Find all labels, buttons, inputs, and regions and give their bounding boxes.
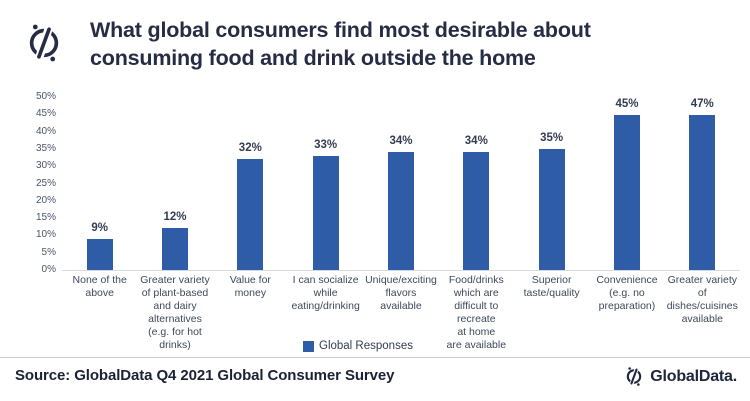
legend-label: Global Responses: [319, 340, 413, 352]
y-axis: 0% 5% 10% 15% 20% 25% 30% 35% 40% 45% 50%: [0, 91, 58, 275]
bar-value-label: 34%: [464, 135, 488, 148]
category-label: None of the above: [72, 274, 127, 299]
bar: [237, 159, 264, 270]
globaldata-logo: GlobalData.: [623, 364, 737, 389]
category-label: Food/drinks which are difficult to recre…: [446, 274, 507, 351]
bar: [161, 228, 188, 270]
chart-title: What global consumers find most desirabl…: [90, 18, 591, 70]
category-label: Superior taste/quality: [523, 274, 580, 299]
bar-value-label: 12%: [163, 211, 187, 224]
y-tick-label: 20%: [35, 194, 56, 206]
bar-value-label: 47%: [690, 98, 714, 110]
bar-value-label: 35%: [540, 131, 564, 144]
category-label: Value for money: [229, 274, 271, 299]
y-tick-label: 50%: [35, 91, 56, 102]
bar: [312, 155, 339, 270]
category-label: I can socialize while eating/drinking: [291, 274, 360, 312]
globaldata-wordmark: GlobalData.: [650, 367, 737, 385]
bar: [463, 152, 490, 270]
bar-value-label: 34%: [389, 135, 413, 148]
y-tick-label: 45%: [35, 108, 56, 120]
y-tick-label: 15%: [35, 212, 56, 224]
bar-value-label: 33%: [314, 138, 338, 151]
plot-area: 9% 12% 32% 33% 34% 34% 35% 45% 47%: [62, 97, 740, 271]
category-label: Greater variety of plant-based and dairy…: [140, 274, 210, 351]
bar-column: 47%: [665, 97, 740, 270]
legend: Global Responses: [0, 340, 716, 352]
bar-value-label: 9%: [91, 221, 108, 234]
header: What global consumers find most desirabl…: [22, 16, 730, 72]
globaldata-logo-icon-small: [627, 366, 642, 387]
bar-column: 33%: [288, 97, 363, 270]
bar-column: 45%: [589, 97, 664, 270]
bar: [86, 238, 113, 270]
globaldata-logo-icon: [29, 23, 59, 63]
legend-swatch: [303, 340, 314, 352]
y-tick-label: 30%: [35, 160, 56, 172]
footer-divider: [0, 357, 750, 358]
x-axis-labels: None of the above Greater variety of plan…: [62, 274, 740, 352]
bar: [387, 152, 414, 270]
y-tick-label: 5%: [41, 246, 56, 258]
bar: [613, 115, 640, 270]
bar-value-label: 45%: [615, 98, 639, 110]
bar: [689, 115, 716, 270]
bar: [538, 148, 565, 270]
bar-column: 35%: [514, 97, 589, 270]
source-text: Source: GlobalData Q4 2021 Global Consum…: [15, 367, 395, 384]
category-label: Convenience (e.g. no preparation): [596, 274, 658, 312]
y-tick-label: 35%: [35, 142, 56, 154]
category-label: Greater variety of dishes/cuisines avail…: [666, 274, 738, 325]
y-tick-label: 40%: [35, 125, 56, 137]
bar-chart: 0% 5% 10% 15% 20% 25% 30% 35% 40% 45% 50% 9% 12% 32%…: [0, 91, 750, 351]
category-label: Unique/exciting flavors available: [365, 274, 437, 312]
y-tick-label: 0%: [41, 264, 56, 275]
bar-column: 12%: [137, 97, 212, 270]
y-tick-label: 25%: [35, 177, 56, 189]
bar-column: 34%: [439, 97, 514, 270]
bar-column: 34%: [363, 97, 438, 270]
bar-column: 32%: [213, 97, 288, 270]
bar-value-label: 32%: [238, 142, 262, 155]
y-tick-label: 10%: [35, 229, 56, 241]
bar-column: 9%: [62, 97, 137, 270]
